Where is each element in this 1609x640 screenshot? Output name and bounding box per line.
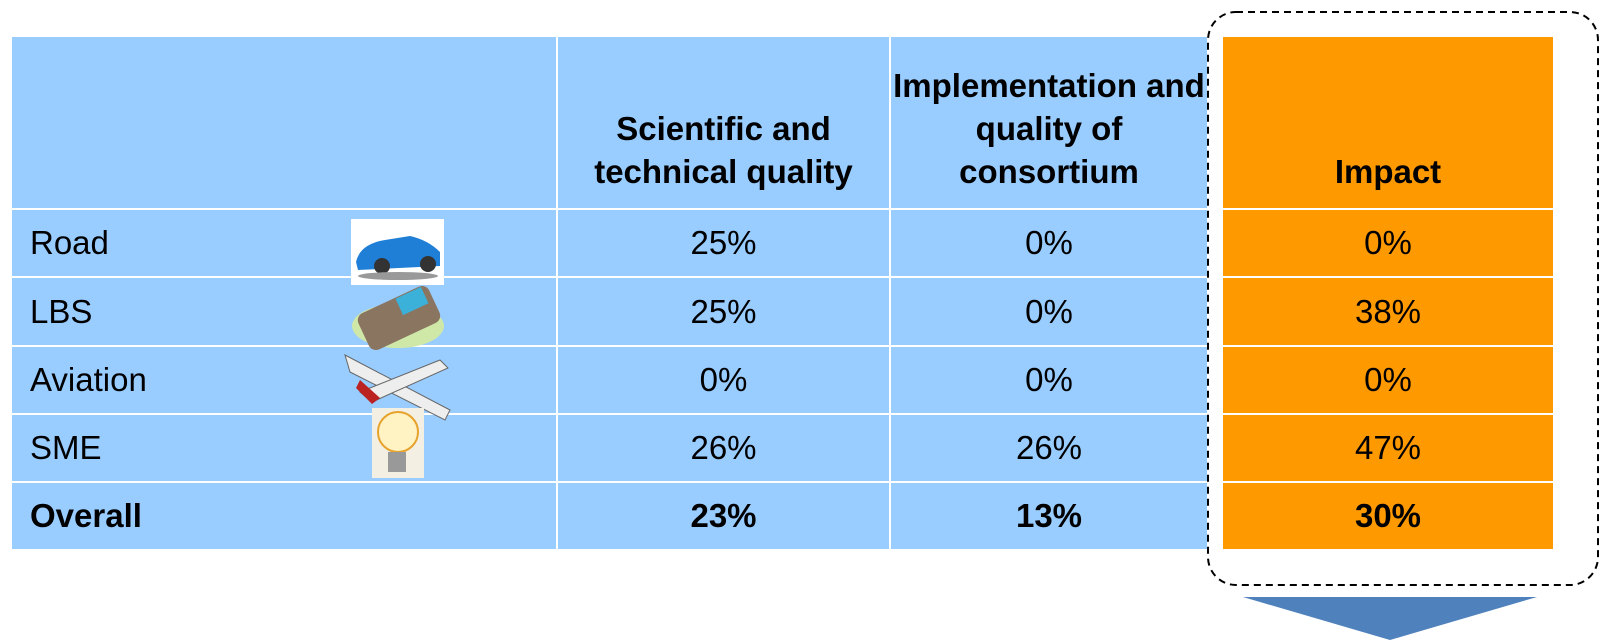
cell: 13% bbox=[891, 483, 1207, 549]
cell: 30% bbox=[1223, 483, 1553, 549]
column-header: Implementation and quality of consortium bbox=[891, 37, 1207, 208]
cell: 26% bbox=[891, 415, 1207, 481]
header-corner bbox=[12, 37, 556, 208]
cell: 26% bbox=[558, 415, 889, 481]
cell: 0% bbox=[558, 347, 889, 413]
cell: 0% bbox=[891, 278, 1207, 345]
column-header: Impact bbox=[1223, 37, 1553, 208]
cell: 0% bbox=[891, 347, 1207, 413]
arrow bbox=[1243, 597, 1537, 640]
cell: 0% bbox=[1223, 210, 1553, 276]
cell: 0% bbox=[1223, 347, 1553, 413]
row-label: SME bbox=[12, 415, 556, 481]
column-header: Scientific and technical quality bbox=[558, 37, 889, 208]
highlight-frame bbox=[1207, 11, 1599, 586]
row-label: Road bbox=[12, 210, 556, 276]
row-label: LBS bbox=[12, 278, 556, 345]
row-label: Overall bbox=[12, 483, 556, 549]
row-label: Aviation bbox=[12, 347, 556, 413]
cell: 25% bbox=[558, 210, 889, 276]
cell: 0% bbox=[891, 210, 1207, 276]
cell: 38% bbox=[1223, 278, 1553, 345]
cell: 23% bbox=[558, 483, 889, 549]
cell: 25% bbox=[558, 278, 889, 345]
cell: 47% bbox=[1223, 415, 1553, 481]
